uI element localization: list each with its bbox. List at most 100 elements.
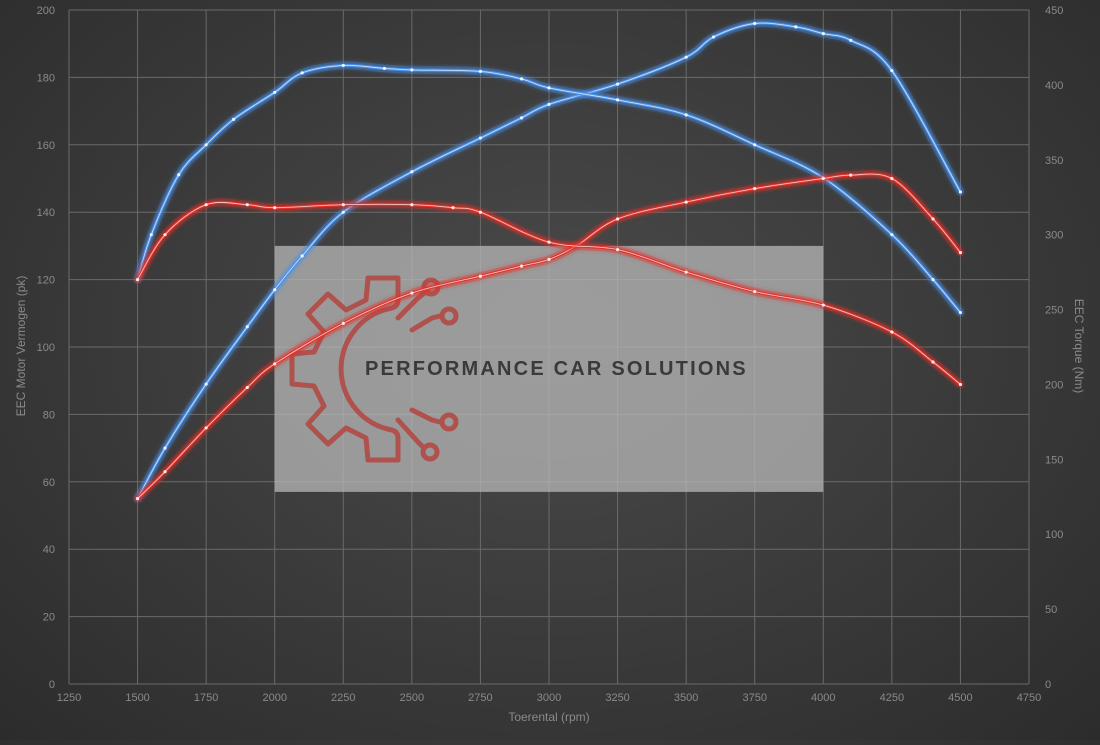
y-left-tick-label: 80 — [43, 409, 55, 421]
data-point — [382, 66, 387, 71]
data-point — [341, 203, 345, 207]
x-tick-label: 4500 — [948, 692, 972, 704]
y-left-tick-label: 60 — [43, 477, 55, 489]
y-right-tick-label: 200 — [1045, 379, 1063, 391]
data-point — [163, 470, 167, 474]
data-point — [547, 102, 551, 106]
data-point — [410, 68, 414, 72]
data-point — [163, 446, 167, 450]
data-point — [958, 382, 963, 387]
y-left-tick-label: 200 — [37, 5, 55, 17]
series-highlight — [137, 201, 961, 385]
data-point — [958, 310, 963, 315]
y-left-tick-label: 20 — [43, 612, 55, 624]
x-tick-label: 4750 — [1017, 692, 1041, 704]
data-point — [519, 116, 524, 120]
data-point — [273, 206, 277, 210]
x-tick-label: 3750 — [742, 692, 766, 704]
gear-circuit-logo-icon — [289, 275, 459, 463]
data-point — [753, 21, 757, 26]
data-point — [204, 426, 208, 430]
y-right-tick-label: 450 — [1045, 5, 1063, 17]
data-point — [931, 360, 935, 364]
data-point — [849, 173, 853, 177]
data-point — [273, 362, 277, 366]
data-point — [615, 98, 620, 102]
data-point — [410, 291, 414, 295]
data-point — [615, 82, 620, 86]
data-point — [519, 264, 524, 268]
y-left-tick-label: 40 — [43, 544, 55, 556]
y-left-tick-label: 100 — [37, 342, 55, 354]
data-point — [547, 86, 551, 90]
x-tick-label: 1750 — [194, 692, 218, 704]
data-point — [204, 382, 208, 386]
data-point — [341, 63, 345, 68]
data-point — [821, 176, 825, 181]
data-point — [204, 203, 208, 207]
data-point — [245, 203, 249, 207]
data-point — [931, 278, 935, 282]
y-right-tick-label: 100 — [1045, 529, 1063, 541]
data-point — [684, 270, 688, 274]
data-point — [231, 117, 236, 121]
y-right-tick-label: 300 — [1045, 230, 1063, 242]
data-point — [149, 233, 153, 237]
y-left-tick-label: 120 — [37, 275, 55, 287]
data-point — [177, 173, 181, 177]
y-right-tick-label: 350 — [1045, 155, 1063, 167]
data-point — [684, 55, 688, 59]
data-point — [958, 251, 963, 255]
y-left-tick-label: 180 — [37, 72, 55, 84]
x-axis-title: Toerental (rpm) — [508, 710, 589, 724]
data-point — [519, 77, 524, 81]
data-point — [615, 217, 620, 221]
watermark: PERFORMANCE CAR SOLUTIONS — [274, 245, 824, 492]
data-point — [300, 254, 304, 258]
y-left-tick-label: 160 — [37, 140, 55, 152]
x-tick-label: 2000 — [262, 692, 286, 704]
tick-labels: 1250 1500 1750 2000 2250 2500 2750 3000 3250 3500… — [37, 5, 1064, 704]
y-right-tick-label: 150 — [1045, 454, 1063, 466]
y-axis-left-title: EEC Motor Vermogen (pk) — [14, 276, 28, 417]
data-point — [547, 257, 551, 261]
data-point — [478, 136, 483, 140]
data-point — [245, 385, 249, 390]
x-tick-label: 4000 — [811, 692, 835, 704]
y-right-tick-label: 0 — [1045, 679, 1051, 691]
data-point — [931, 217, 935, 221]
data-point — [849, 38, 853, 42]
data-point — [451, 206, 455, 210]
data-point — [711, 35, 716, 39]
series-lines — [133, 19, 965, 503]
x-tick-label: 3000 — [537, 692, 561, 704]
data-point — [794, 25, 798, 29]
data-point — [890, 233, 894, 237]
data-point — [821, 31, 825, 36]
y-left-tick-label: 140 — [37, 207, 55, 219]
x-tick-label: 4250 — [880, 692, 904, 704]
data-point — [135, 278, 140, 282]
data-point — [753, 289, 757, 294]
data-point — [204, 143, 208, 147]
y-axis-right-title: EEC Torque (Nm) — [1072, 299, 1086, 393]
x-tick-label: 3500 — [674, 692, 698, 704]
x-tick-label: 1250 — [57, 692, 81, 704]
data-point — [821, 303, 825, 307]
x-tick-label: 3250 — [605, 692, 629, 704]
data-point — [300, 71, 304, 75]
data-point — [753, 187, 757, 191]
y-left-tick-label: 0 — [49, 679, 55, 691]
data-point — [684, 113, 688, 117]
x-tick-label: 2250 — [331, 692, 355, 704]
data-point — [753, 143, 757, 147]
y-right-tick-label: 400 — [1045, 80, 1063, 92]
data-point — [478, 274, 483, 278]
data-point — [547, 240, 551, 244]
data-point — [273, 90, 277, 94]
x-tick-label: 1500 — [125, 692, 149, 704]
y-right-tick-label: 250 — [1045, 305, 1063, 317]
data-point — [890, 330, 894, 334]
